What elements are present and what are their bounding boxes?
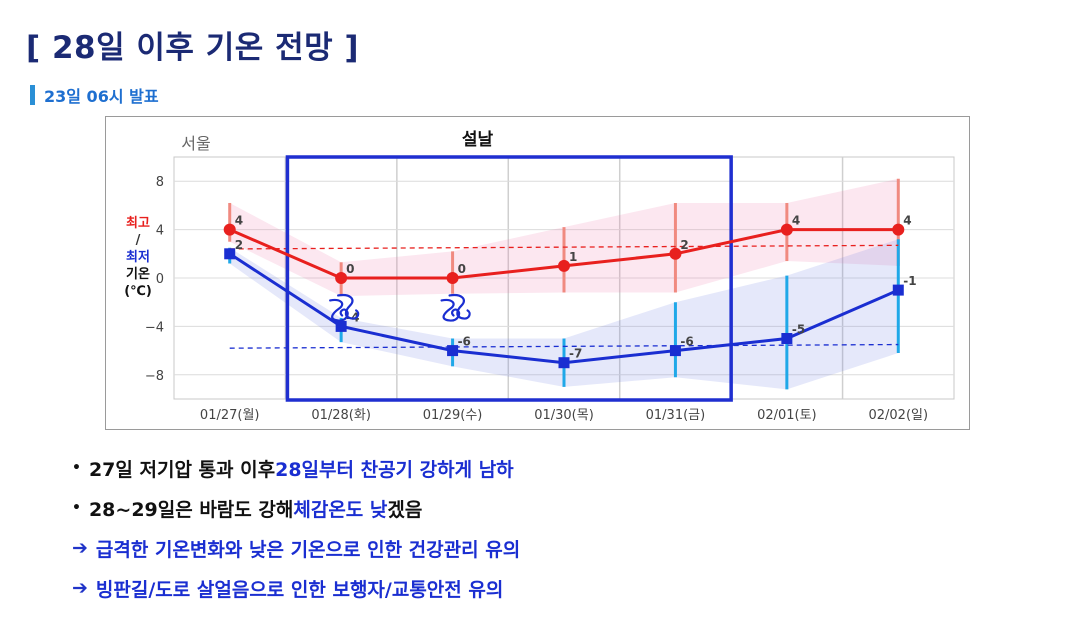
chart-svg: 8 4 0 −4 −8 01/27(월) 01/28(화) 01/29(수) 01/30(목) 0… (124, 130, 955, 423)
x-tick-label: 02/02(일) (868, 408, 928, 423)
data-point (892, 223, 905, 236)
chart-title: 서울 (181, 134, 210, 153)
wind-stroke (337, 293, 360, 320)
data-point (558, 357, 570, 369)
page-title: [ 28일 이후 기온 전망 ] (26, 30, 360, 66)
bullet-text: 체감온도 낮 (293, 498, 388, 521)
announcement-text: 23일 06시 발표 (44, 87, 159, 106)
data-point (447, 345, 459, 357)
data-point (669, 345, 681, 357)
normal-max-line (229, 244, 899, 250)
data-label: -7 (569, 347, 582, 361)
highlight-label: 설날 (462, 130, 494, 150)
temperature-chart: 8 4 0 −4 −8 01/27(월) 01/28(화) 01/29(수) 01/30(목) 0… (105, 116, 970, 430)
data-label: -6 (680, 335, 693, 349)
data-point (558, 259, 570, 272)
x-tick-label: 02/01(토) (757, 408, 817, 423)
y-tick-label: 8 (156, 175, 164, 190)
wind-stroke (329, 298, 349, 322)
data-point (892, 284, 904, 296)
bullet-item: ➔ 빙판길/도로 살얼음으로 인한 보행자/교통안전 유의 (72, 568, 520, 608)
data-label: -6 (458, 335, 471, 349)
accent-bar (30, 85, 35, 105)
data-label: -4 (346, 310, 359, 324)
data-point (335, 320, 347, 332)
bullet-item: ➔ 급격한 기온변화와 낮은 기온으로 인한 건강관리 유의 (72, 528, 520, 568)
bullet-text: 겠음 (387, 498, 423, 521)
bullet-item: • 28~29일은 바람도 강해 체감온도 낮 겠음 (72, 488, 520, 528)
normal-min-line (229, 343, 899, 349)
x-tick-label: 01/28(화) (311, 408, 371, 423)
y-axis-label: 최고 (126, 216, 150, 231)
data-point (446, 272, 459, 284)
bullet-text: 빙판길/도로 살얼음으로 인한 보행자/교통안전 유의 (95, 578, 504, 601)
data-point (780, 223, 793, 236)
arrow-icon: ➔ (72, 537, 88, 559)
bullet-text: 27일 저기압 통과 이후 (88, 458, 276, 481)
data-point (224, 248, 236, 260)
wind-icon (329, 293, 360, 322)
data-point (781, 333, 793, 344)
data-point (669, 247, 682, 260)
wind-stroke (440, 298, 461, 322)
wind-icon (440, 293, 471, 322)
x-tick-label: 01/27(월) (200, 408, 260, 423)
bullet-item: • 27일 저기압 통과 이후 28일부터 찬공기 강하게 남하 (72, 448, 520, 488)
data-label: 4 (792, 214, 800, 228)
data-label: -5 (792, 323, 805, 337)
y-tick-label: −8 (145, 369, 164, 384)
y-tick-label: −4 (145, 320, 164, 335)
bullet-text: 급격한 기온변화와 낮은 기온으로 인한 건강관리 유의 (95, 538, 521, 561)
data-label: 4 (235, 214, 243, 228)
y-axis-label: 기온 (126, 267, 150, 282)
data-label: 2 (235, 238, 243, 252)
data-point (223, 223, 236, 236)
y-axis-label: / (136, 233, 141, 248)
y-tick-label: 4 (156, 224, 164, 239)
bullet-text: 28~29일은 바람도 강해 (88, 498, 294, 521)
data-point (335, 272, 348, 284)
data-label: 1 (569, 250, 577, 264)
data-label: 4 (903, 214, 911, 228)
y-tick-label: 0 (156, 272, 164, 287)
y-axis-label: (℃) (124, 284, 152, 299)
data-label: 0 (458, 262, 466, 276)
bullet-dot: • (72, 500, 81, 516)
arrow-icon: ➔ (72, 577, 88, 599)
wind-stroke (448, 293, 471, 320)
x-tick-label: 01/30(목) (534, 408, 594, 423)
bullet-dot: • (72, 460, 81, 476)
data-label: -1 (903, 274, 916, 288)
bullet-list: • 27일 저기압 통과 이후 28일부터 찬공기 강하게 남하 • 28~29일은 … (72, 448, 520, 608)
x-tick-label: 01/29(수) (423, 408, 483, 423)
announcement-label: 23일 06시 발표 (30, 84, 159, 106)
x-tick-label: 01/31(금) (646, 408, 706, 423)
y-axis-label: 최저 (126, 250, 150, 265)
highlight-box (285, 155, 733, 402)
data-label: 2 (680, 238, 688, 252)
bullet-text: 28일부터 찬공기 강하게 남하 (275, 458, 514, 481)
data-label: 0 (346, 262, 354, 276)
